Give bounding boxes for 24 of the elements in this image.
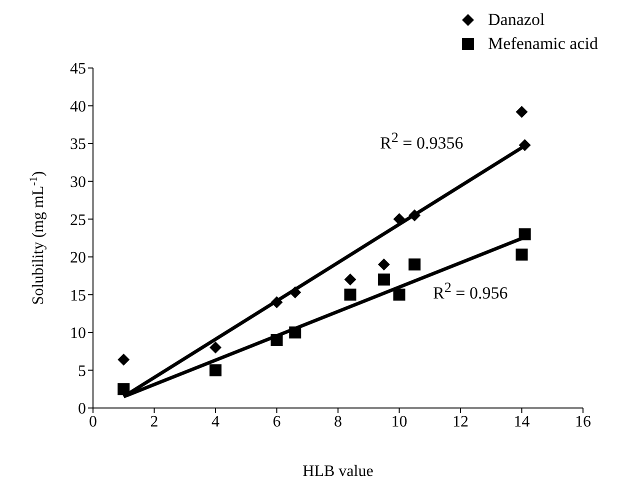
annotation: R$^{2}$ = 0.956 xyxy=(433,280,508,304)
y-tick-label: 10 xyxy=(70,325,86,342)
x-tick-label: 8 xyxy=(334,413,342,430)
x-tick-label: 2 xyxy=(150,413,158,430)
x-tick-label: 16 xyxy=(575,413,591,430)
legend-label: Danazol xyxy=(488,10,545,30)
y-tick-label: 25 xyxy=(70,212,86,229)
x-tick-label: 12 xyxy=(452,413,468,430)
y-tick-label: 35 xyxy=(70,136,86,154)
y-tick-label: 30 xyxy=(70,174,86,192)
y-tick-label: 45 xyxy=(70,60,86,78)
x-tick-label: 10 xyxy=(391,413,408,430)
y-tick-label: 5 xyxy=(78,362,86,380)
x-tick-label: 14 xyxy=(514,413,530,430)
legend-label: Mefenamic acid xyxy=(488,34,598,54)
annotation: R$^{2}$ = 0.9356 xyxy=(380,130,464,154)
y-tick-label: 0 xyxy=(78,400,86,418)
x-tick-label: 4 xyxy=(212,413,220,430)
x-tick-label: 0 xyxy=(89,413,97,430)
y-tick-label: 20 xyxy=(70,250,86,267)
x-axis-title: HLB value xyxy=(302,463,374,480)
y-tick-label: 40 xyxy=(70,98,86,116)
y-tick-label: 15 xyxy=(70,287,86,304)
x-tick-label: 6 xyxy=(272,413,281,430)
